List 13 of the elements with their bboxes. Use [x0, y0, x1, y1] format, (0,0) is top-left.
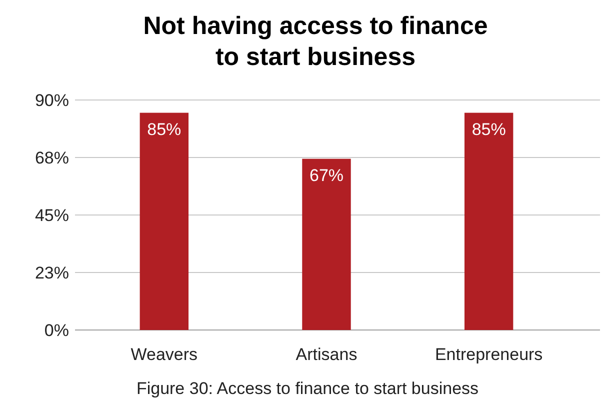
y-tick-label: 23% [34, 263, 69, 282]
x-tick-label: Artisans [296, 345, 358, 364]
data-label: 67% [309, 166, 344, 185]
x-tick-label: Entrepreneurs [434, 345, 543, 364]
y-tick-label: 90% [34, 90, 69, 110]
y-tick-label: 68% [34, 148, 69, 168]
data-label: 85% [147, 120, 182, 139]
y-tick-label: 45% [34, 206, 69, 225]
y-tick-label: 0% [44, 320, 69, 340]
chart-title: Not having access to finance to start business [143, 12, 488, 71]
x-tick-label: Weavers [130, 345, 198, 364]
caption: Figure 30: Access to finance to start business [136, 379, 479, 398]
data-label: 85% [472, 120, 506, 139]
